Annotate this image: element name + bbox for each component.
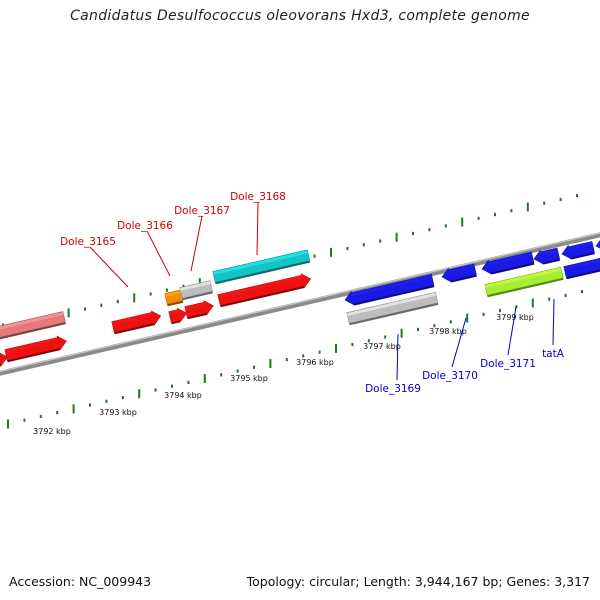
scale-label: 3796 kbp [296, 358, 334, 367]
gene-feature [184, 300, 214, 320]
feature-highlight [568, 241, 593, 251]
feature-shadow [571, 252, 595, 260]
feature-shadow [0, 364, 2, 370]
scale-labels: 3792 kbp 3793 kbp 3794 kbp 3795 kbp 3796 kbp… [33, 313, 534, 436]
gene-label: tatA [542, 348, 565, 360]
feature-shadow [491, 262, 535, 275]
gene-feature [441, 263, 477, 283]
leader-line [396, 333, 399, 381]
feature-shadow [487, 277, 564, 298]
scale-label: 3793 kbp [99, 408, 137, 417]
feature-highlight [164, 290, 182, 298]
gene-label: Dole_3169 [365, 383, 421, 395]
gene-feature [595, 236, 600, 252]
leader-line [256, 201, 259, 256]
feature-shadow [566, 268, 600, 280]
feature-highlight [212, 250, 309, 276]
gene-feature [111, 310, 162, 335]
feature-shadow [349, 302, 439, 326]
feature-highlight [351, 274, 433, 297]
feature-highlight [448, 264, 475, 274]
gene-feature [484, 266, 564, 298]
feature-highlight [4, 337, 59, 354]
gene-feature [168, 307, 188, 325]
accession-text: Accession: NC_009943 [9, 574, 152, 589]
feature-shadow [0, 322, 66, 341]
gene-feature [563, 257, 600, 280]
gene-feature [4, 335, 67, 363]
gene-feature [346, 291, 439, 326]
scale-label: 3795 kbp [230, 374, 268, 383]
gene-label: Dole_3171 [480, 358, 536, 370]
gene-label: Dole_3168 [230, 191, 286, 203]
gene-feature [561, 241, 595, 260]
leader-line [89, 246, 129, 288]
leader-line [552, 298, 555, 346]
gene-feature [344, 274, 435, 306]
gene-features [0, 236, 600, 370]
feature-shadow [182, 291, 213, 301]
gene-feature [164, 289, 184, 307]
feature-shadow [543, 258, 561, 265]
inner-tick-marks [7, 290, 583, 429]
scale-label: 3792 kbp [33, 427, 71, 436]
gene-feature [0, 311, 66, 341]
gene-feature [533, 247, 561, 265]
gene-label: Dole_3165 [60, 236, 116, 248]
feature-highlight [563, 258, 600, 271]
feature-shadow [220, 286, 305, 308]
gene-feature [481, 251, 535, 275]
feature-shadow [167, 300, 184, 307]
feature-highlight [184, 302, 206, 311]
gene-label: Dole_3170 [422, 370, 478, 382]
leader-line [507, 306, 517, 356]
scale-label: 3799 kbp [496, 313, 534, 322]
feature-highlight [540, 248, 558, 256]
feature-shadow [114, 323, 155, 335]
feature-shadow [7, 348, 61, 363]
gene-feature [212, 249, 311, 285]
feature-highlight [217, 275, 303, 299]
feature-highlight [484, 267, 562, 289]
scale-label: 3794 kbp [164, 391, 202, 400]
feature-highlight [346, 292, 437, 317]
feature-shadow [354, 285, 435, 306]
feature-shadow [187, 312, 208, 320]
gene-feature [217, 273, 312, 308]
genome-backbone [0, 232, 600, 376]
gene-feature [179, 280, 213, 301]
feature-highlight [488, 252, 533, 266]
scale-label: 3797 kbp [363, 342, 401, 351]
feature-body [0, 351, 8, 368]
feature-shadow [215, 260, 311, 285]
feature-highlight [179, 281, 211, 292]
feature-highlight [0, 311, 64, 332]
feature-shadow [451, 274, 477, 283]
scale-label: 3798 kbp [429, 327, 467, 336]
gene-label: Dole_3166 [117, 220, 173, 232]
map-title: Candidatus Desulfococcus oleovorans Hxd3… [70, 8, 530, 24]
feature-highlight [168, 310, 179, 316]
leader-line [146, 230, 171, 277]
genome-summary-text: Topology: circular; Length: 3,944,167 bp… [246, 574, 590, 589]
label-leaders [89, 201, 555, 381]
feature-highlight [111, 312, 153, 326]
gene-label: Dole_3167 [174, 205, 230, 217]
gene-feature [0, 351, 8, 370]
leader-line [190, 215, 203, 272]
leader-line [451, 317, 467, 368]
feature-shadow [171, 320, 181, 325]
feature-body [595, 236, 600, 252]
